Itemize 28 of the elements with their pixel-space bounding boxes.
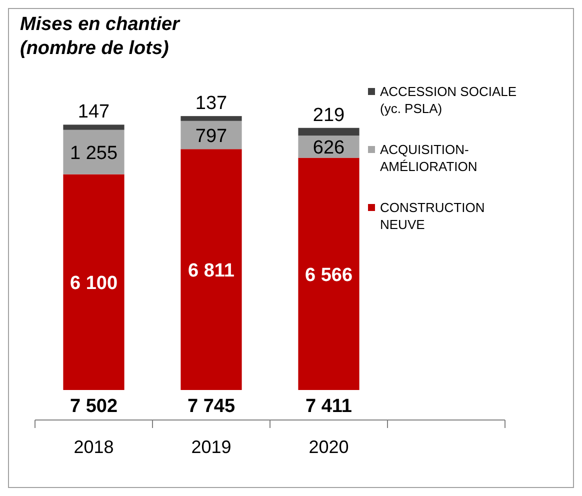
- data-label: 626: [312, 138, 345, 159]
- chart-title: Mises en chantier: [20, 14, 182, 35]
- legend-label: CONSTRUCTION NEUVE: [380, 200, 485, 232]
- total-label: 7 411: [306, 396, 352, 417]
- data-label: 219: [312, 104, 345, 126]
- bar: [180, 149, 242, 390]
- chart-subtitle: (nombre de lots): [20, 38, 169, 59]
- data-label: 797: [195, 126, 228, 148]
- total-label: 7 745: [187, 396, 236, 417]
- bar: [180, 116, 242, 121]
- data-label: 6 811: [188, 260, 235, 282]
- legend-label: ACCESSION SOCIALE (yc. PSLA): [380, 84, 517, 116]
- x-tick-label: 2020: [308, 437, 349, 457]
- bar: [180, 120, 242, 150]
- data-label: 6 566: [304, 264, 353, 286]
- bar: [298, 158, 360, 390]
- bar: [63, 174, 124, 390]
- data-label: 137: [195, 93, 228, 114]
- x-tick-label: 2018: [74, 437, 114, 457]
- x-tick-label: 2019: [191, 437, 232, 457]
- data-label: 6 100: [70, 273, 118, 294]
- bar: [63, 130, 124, 174]
- data-label: 1 255: [70, 143, 118, 164]
- data-label: 147: [78, 102, 110, 123]
- bar: [63, 124, 124, 130]
- bar: [298, 128, 360, 136]
- legend-label: ACQUISITION-AMÉLIORATION: [380, 142, 478, 174]
- total-label: 7 502: [70, 396, 118, 417]
